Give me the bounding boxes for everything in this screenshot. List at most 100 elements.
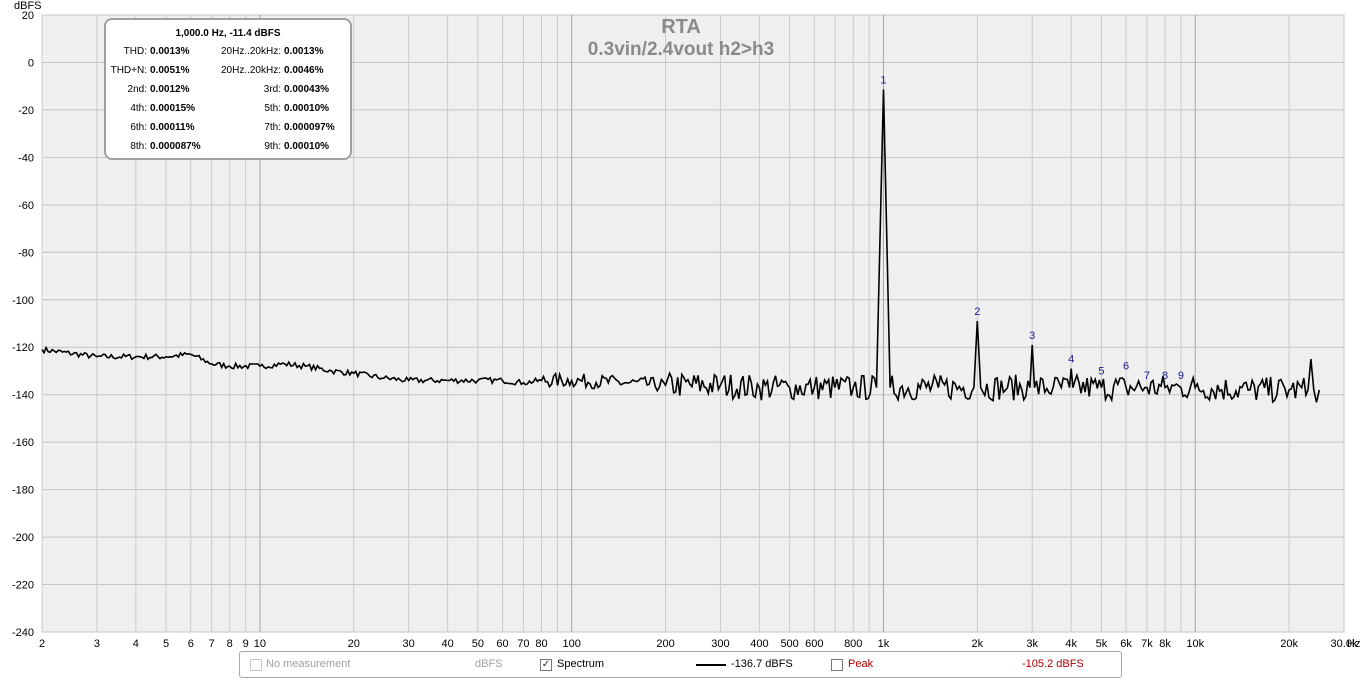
distortion-value: 0.00015% <box>150 103 196 114</box>
distortion-label: 20Hz..20kHz: <box>220 65 281 76</box>
x-tick-label: 20 <box>348 638 360 650</box>
distortion-row-6th-7th: 6th: 0.00011% 7th: 0.000097% <box>106 122 350 136</box>
x-tick-label: 500 <box>780 638 798 650</box>
x-tick-label: 400 <box>750 638 768 650</box>
x-tick-label: 8 <box>227 638 233 650</box>
spectrum-label: Spectrum <box>557 658 605 670</box>
x-tick-label: 8k <box>1159 638 1171 650</box>
y-tick-label: -140 <box>12 390 34 402</box>
harmonic-label: 4 <box>1068 354 1074 366</box>
x-tick-label: 7 <box>209 638 215 650</box>
peak-label: Peak <box>848 658 874 670</box>
x-tick-label: 6k <box>1120 638 1132 650</box>
distortion-value: 0.0013% <box>284 46 324 57</box>
x-tick-label: 600 <box>805 638 823 650</box>
harmonic-label: 9 <box>1178 370 1184 382</box>
y-tick-label: -160 <box>12 437 34 449</box>
no-measurement-unit: dBFS <box>475 658 503 670</box>
x-tick-label: 10 <box>254 638 266 650</box>
distortion-label: THD: <box>123 46 147 57</box>
distortion-heading: 1,000.0 Hz, -11.4 dBFS <box>175 28 281 39</box>
x-tick-label: 200 <box>656 638 674 650</box>
distortion-label: 3rd: <box>263 84 281 95</box>
y-tick-label: -200 <box>12 532 34 544</box>
harmonic-label: 7 <box>1144 370 1150 382</box>
peak-value: -105.2 dBFS <box>1022 658 1084 670</box>
distortion-row-8th-9th: 8th: 0.000087% 9th: 0.00010% <box>106 141 350 155</box>
distortion-row-2nd-3rd: 2nd: 0.0012% 3rd: 0.00043% <box>106 84 350 98</box>
distortion-row-thdn: THD+N: 0.0051% 20Hz..20kHz: 0.0046% <box>106 65 350 79</box>
harmonic-label: 5 <box>1098 365 1104 377</box>
distortion-value: 0.00010% <box>284 141 330 152</box>
harmonic-label: 3 <box>1029 330 1035 342</box>
x-tick-label: 70 <box>517 638 529 650</box>
distortion-label: 5th: <box>264 103 281 114</box>
distortion-row-thd: THD: 0.0013% 20Hz..20kHz: 0.0013% <box>106 46 350 60</box>
x-tick-label: 300 <box>711 638 729 650</box>
distortion-row-4th-5th: 4th: 0.00015% 5th: 0.00010% <box>106 103 350 117</box>
no-measurement-checkbox[interactable] <box>250 659 262 671</box>
x-tick-label: 6 <box>188 638 194 650</box>
y-tick-label: -180 <box>12 485 34 497</box>
x-tick-label: 10k <box>1186 638 1204 650</box>
x-tick-label: 30 <box>403 638 415 650</box>
x-axis-unit: Hz <box>1347 638 1360 650</box>
x-tick-label: 60 <box>496 638 508 650</box>
distortion-value: 0.0012% <box>150 84 190 95</box>
distortion-label: THD+N: <box>110 65 147 76</box>
x-tick-label: 4 <box>133 638 139 650</box>
distortion-panel: 1,000.0 Hz, -11.4 dBFS THD: 0.0013% 20Hz… <box>104 18 352 160</box>
distortion-value: 0.0046% <box>284 65 324 76</box>
x-tick-label: 20k <box>1280 638 1298 650</box>
x-tick-labels: 2 3 4 5 6 7 8 9 10 20 30 40 50 60 70 80 100 200 300 400 500 6… <box>39 638 1358 650</box>
harmonic-label: 1 <box>880 75 886 87</box>
distortion-label: 8th: <box>130 141 147 152</box>
y-tick-label: -220 <box>12 580 34 592</box>
chart-title: RTA <box>661 16 701 38</box>
x-tick-label: 9 <box>243 638 249 650</box>
x-tick-label: 50 <box>472 638 484 650</box>
y-tick-label: -20 <box>18 105 34 117</box>
spectrum-value: -136.7 dBFS <box>731 658 793 670</box>
x-tick-label: 30.0k <box>1331 638 1358 650</box>
y-tick-label: 0 <box>28 57 34 69</box>
distortion-label: 2nd: <box>127 84 147 95</box>
y-tick-label: -80 <box>18 247 34 259</box>
peak-checkbox[interactable] <box>831 659 843 671</box>
distortion-value: 0.000087% <box>150 141 201 152</box>
distortion-value: 0.0013% <box>150 46 190 57</box>
y-tick-label: -120 <box>12 342 34 354</box>
x-tick-label: 4k <box>1065 638 1077 650</box>
y-tick-label: -60 <box>18 200 34 212</box>
harmonic-label: 8 <box>1162 370 1168 382</box>
x-tick-label: 5 <box>163 638 169 650</box>
distortion-label: 9th: <box>264 141 281 152</box>
distortion-value: 0.00011% <box>150 122 195 133</box>
distortion-label: 6th: <box>130 122 147 133</box>
legend-bar: No measurement dBFS ✓ Spectrum -136.7 dB… <box>239 651 1122 678</box>
spectrum-line <box>41 89 1321 404</box>
harmonic-label: 6 <box>1123 361 1129 373</box>
spectrum-checkbox[interactable]: ✓ <box>540 659 552 671</box>
no-measurement-label: No measurement <box>266 658 351 670</box>
y-axis-label: dBFS <box>14 0 42 12</box>
spectrum-line-swatch <box>696 664 726 666</box>
x-tick-label: 2k <box>972 638 984 650</box>
harmonic-labels: 1 2 3 4 5 6 7 8 9 <box>880 75 1184 383</box>
x-tick-label: 80 <box>535 638 547 650</box>
distortion-value: 0.00010% <box>284 103 330 114</box>
y-tick-label: -100 <box>12 295 34 307</box>
x-tick-label: 800 <box>844 638 862 650</box>
y-tick-label: -40 <box>18 152 34 164</box>
x-tick-label: 1k <box>878 638 890 650</box>
x-tick-label: 5k <box>1096 638 1108 650</box>
y-tick-labels: 20 0 -20 -40 -60 -80 -100 -120 -140 -160 -180 -200 -… <box>12 10 34 639</box>
distortion-value: 0.000097% <box>284 122 335 133</box>
distortion-label: 20Hz..20kHz: <box>220 46 281 57</box>
y-tick-label: -240 <box>12 627 34 639</box>
x-tick-label: 7k <box>1141 638 1153 650</box>
x-tick-label: 40 <box>442 638 454 650</box>
chart-subtitle: 0.3vin/2.4vout h2>h3 <box>588 39 774 60</box>
harmonic-label: 2 <box>974 306 980 318</box>
x-tick-label: 2 <box>39 638 45 650</box>
